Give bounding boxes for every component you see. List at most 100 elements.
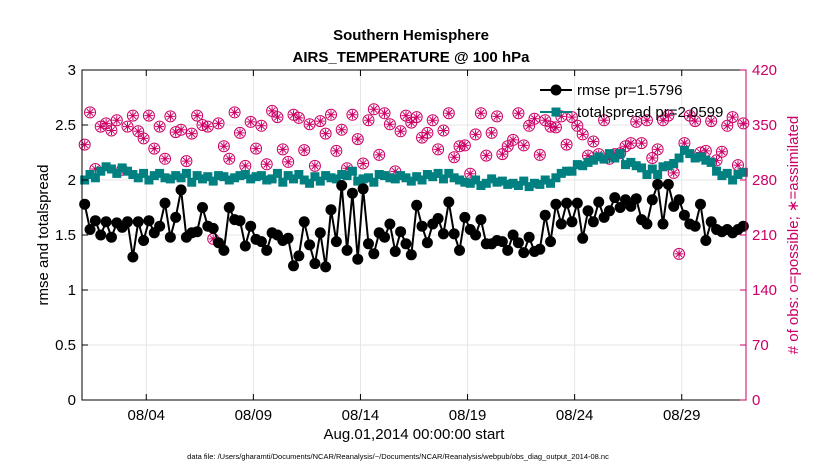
rmse-point [170, 211, 182, 223]
obs-assimilated-point [412, 112, 422, 122]
chart-subtitle: AIRS_TEMPERATURE @ 100 hPa [293, 49, 531, 66]
obs-possible-point [507, 133, 520, 146]
rmse-point [314, 227, 326, 239]
totalspread-point [428, 172, 438, 182]
rmse-point [512, 237, 524, 249]
totalspread-point [171, 171, 181, 181]
obs-assimilated-point [540, 115, 550, 125]
obs-possible-point [212, 117, 225, 130]
obs-possible-point [410, 111, 423, 124]
totalspread-point [460, 177, 470, 187]
left-y-tick-label: 1.5 [55, 227, 76, 244]
rmse-point [689, 220, 701, 232]
legend-marker-rmse [550, 84, 562, 96]
totalspread-point [653, 170, 663, 179]
rmse-point [416, 220, 428, 232]
rmse-point [336, 180, 348, 191]
totalspread-point [337, 170, 347, 179]
obs-possible-point [640, 114, 653, 127]
totalspread-point [604, 149, 614, 159]
rmse-point [593, 196, 605, 208]
totalspread-point [455, 175, 465, 185]
obs-possible-point [432, 143, 445, 156]
rmse-point [143, 215, 155, 227]
totalspread-point [712, 166, 722, 176]
obs-assimilated-point [519, 140, 529, 150]
rmse-point [545, 236, 557, 248]
obs-assimilated-point [738, 118, 748, 128]
obs-assimilated-point [176, 125, 186, 135]
rmse-point [127, 251, 139, 263]
rmse-point [282, 232, 294, 244]
legend-label: rmse pr=1.5796 [577, 82, 682, 99]
obs-assimilated-point [449, 152, 459, 162]
totalspread-point [380, 171, 390, 181]
obs-assimilated-point [214, 118, 223, 128]
obs-possible-point [357, 157, 370, 170]
obs-assimilated-point [417, 133, 427, 143]
right-y-tick-label: 350 [752, 117, 777, 134]
obs-possible-point [271, 111, 284, 124]
obs-assimilated-point [653, 144, 663, 154]
totalspread-point [283, 171, 293, 181]
obs-possible-point [721, 119, 734, 132]
rmse-point [566, 216, 578, 228]
totalspread-point [535, 179, 545, 189]
obs-assimilated-point [149, 144, 159, 154]
obs-possible-point [260, 158, 273, 171]
obs-assimilated-point [562, 140, 572, 150]
totalspread-point [347, 166, 357, 176]
obs-possible-point [276, 143, 289, 156]
rmse-point [218, 244, 230, 256]
left-y-tick-label: 2.5 [55, 117, 76, 134]
right-y-tick-label: 140 [752, 282, 777, 299]
obs-assimilated-point [669, 168, 679, 178]
totalspread-point [503, 179, 513, 189]
obs-assimilated-point [240, 161, 250, 171]
totalspread-point [524, 182, 534, 192]
totalspread-point [540, 175, 550, 185]
right-y-tick-label: 210 [752, 227, 777, 244]
obs-possible-point [362, 114, 375, 127]
rmse-series [79, 178, 749, 273]
rmse-point [132, 216, 144, 228]
totalspread-point [240, 170, 250, 179]
obs-assimilated-point [572, 121, 582, 131]
obs-assimilated-point [530, 114, 539, 124]
obs-assimilated-point [278, 144, 288, 154]
obs-assimilated-point [599, 115, 609, 125]
rmse-point [437, 228, 449, 240]
rmse-point [646, 194, 658, 206]
obs-possible-point [480, 149, 493, 162]
obs-assimilated-point [347, 110, 357, 120]
obs-possible-point [84, 106, 97, 119]
obs-assimilated-point [380, 108, 389, 118]
x-tick-label: 08/19 [449, 407, 487, 424]
obs-assimilated-point [251, 144, 261, 154]
totalspread-point [331, 174, 341, 184]
obs-assimilated-point [80, 140, 90, 150]
obs-assimilated-point [310, 161, 320, 171]
totalspread-point [738, 167, 748, 177]
totalspread-point [669, 159, 679, 168]
totalspread-point [96, 166, 106, 176]
totalspread-point [578, 161, 588, 171]
obs-assimilated-point [455, 141, 464, 151]
totalspread-point [160, 173, 170, 183]
obs-assimilated-point [647, 153, 657, 163]
totalspread-point [492, 177, 502, 187]
totalspread-point [363, 173, 373, 183]
totalspread-point [706, 157, 716, 167]
totalspread-point [396, 171, 406, 181]
obs-assimilated-point [551, 122, 561, 132]
obs-possible-point [646, 152, 659, 164]
obs-assimilated-point [513, 108, 523, 118]
rmse-point [448, 228, 460, 240]
totalspread-point [310, 172, 320, 182]
totalspread-point [412, 172, 422, 182]
obs-assimilated-point [315, 116, 325, 126]
rmse-point [357, 183, 369, 195]
totalspread-point [513, 181, 523, 190]
rmse-point [362, 238, 374, 250]
totalspread-point [278, 177, 288, 187]
